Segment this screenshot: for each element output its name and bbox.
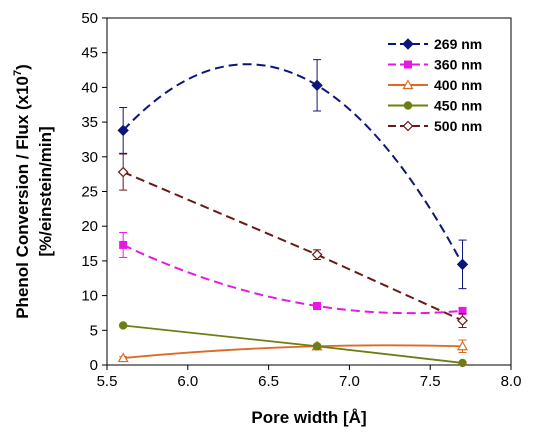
data-point-500-nm <box>457 315 468 326</box>
data-point-269-nm <box>456 258 469 271</box>
legend-item-269-nm: 269 nm <box>388 36 482 52</box>
legend-marker <box>402 38 414 50</box>
y-tick-label: 15 <box>81 253 98 270</box>
series-line-400-nm <box>123 344 463 359</box>
y-tick-label: 40 <box>81 79 98 96</box>
data-point-360-nm <box>119 240 128 249</box>
data-point-269-nm <box>117 124 129 137</box>
legend-item-450-nm: 450 nm <box>388 98 482 114</box>
y-tick-label: 35 <box>81 114 98 131</box>
data-point-269-nm <box>311 79 323 92</box>
legend-marker <box>402 79 414 90</box>
legend-label: 400 nm <box>434 77 482 93</box>
x-tick-label: 6.5 <box>258 373 279 390</box>
data-point-400-nm <box>456 340 469 351</box>
y-tick-label: 25 <box>81 184 98 201</box>
x-tick-label: 5.5 <box>97 373 118 390</box>
data-point-360-nm <box>313 302 322 311</box>
y-tick-label: 45 <box>81 45 98 62</box>
series-line-500-nm <box>122 171 463 322</box>
data-point-400-nm <box>117 352 129 363</box>
x-tick-label: 6.0 <box>177 373 198 390</box>
data-point-450-nm <box>312 342 322 351</box>
legend-label: 450 nm <box>434 98 482 114</box>
series-line-269-nm <box>122 63 464 265</box>
series-500-nm <box>117 153 468 329</box>
legend-label: 269 nm <box>434 36 482 52</box>
series-line-450-nm <box>123 324 463 364</box>
data-point-450-nm <box>458 358 467 368</box>
legend-label: 360 nm <box>434 57 482 73</box>
y-tick-label: 0 <box>90 357 98 374</box>
legend-marker <box>403 101 413 110</box>
y-axis-label-units: [%/einstein/min] <box>36 126 55 256</box>
series-269-nm <box>117 59 469 290</box>
y-tick-label: 50 <box>81 10 98 27</box>
y-tick-label: 30 <box>81 149 98 166</box>
data-point-500-nm <box>311 249 323 261</box>
x-tick-label: 8.0 <box>501 373 522 390</box>
series-line-360-nm <box>122 244 463 315</box>
legend-marker <box>404 60 412 69</box>
series-450-nm <box>118 321 467 368</box>
legend: 269 nm 360 nm 400 nm 450 nm 500 nm <box>388 36 482 134</box>
y-axis-label-superscript: 7 <box>12 70 24 76</box>
y-axis-label-prefix: Phenol Conversion / Flux (x10 <box>13 76 32 319</box>
legend-label: 500 nm <box>434 118 482 134</box>
legend-item-400-nm: 400 nm <box>388 77 482 93</box>
svg-text:Phenol Conversion / Flux (x107: Phenol Conversion / Flux (x107) <box>12 64 32 319</box>
legend-item-500-nm: 500 nm <box>388 118 482 134</box>
y-tick-label: 5 <box>90 322 98 339</box>
x-tick-label: 7.0 <box>339 373 360 390</box>
y-axis-label-suffix: ) <box>13 64 32 70</box>
y-tick-label: 10 <box>81 288 98 305</box>
x-axis-label: Pore width [Å] <box>251 408 366 427</box>
legend-marker <box>402 120 414 132</box>
data-point-450-nm <box>118 321 128 330</box>
y-tick-label: 20 <box>81 218 98 235</box>
legend-item-360-nm: 360 nm <box>388 57 482 73</box>
x-tick-label: 7.5 <box>420 373 441 390</box>
data-point-500-nm <box>117 166 129 178</box>
y-axis-label: Phenol Conversion / Flux (x107) [%/einst… <box>12 64 55 319</box>
